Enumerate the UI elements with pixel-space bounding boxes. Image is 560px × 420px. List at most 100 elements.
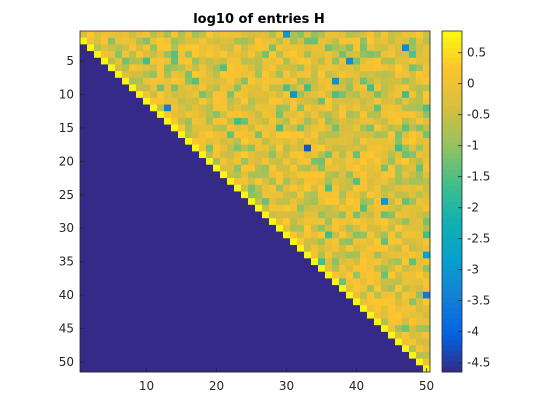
heatmap-cell [381, 345, 389, 353]
heatmap-cell [248, 144, 256, 152]
heatmap-cell [297, 231, 305, 239]
heatmap-cell [388, 224, 396, 232]
heatmap-cell [248, 218, 256, 226]
heatmap-cell [297, 111, 305, 119]
heatmap-cell [402, 298, 410, 306]
heatmap-cell [395, 144, 403, 152]
heatmap-cell [101, 184, 109, 192]
heatmap-cell [374, 131, 382, 139]
y-tick-label: 40 [59, 288, 74, 302]
heatmap-cell [80, 51, 88, 59]
heatmap-cell [290, 325, 298, 333]
heatmap-cell [108, 318, 116, 326]
heatmap-cell [423, 271, 431, 279]
heatmap-cell [213, 238, 221, 246]
heatmap-cell [353, 111, 361, 119]
heatmap-cell [255, 137, 263, 146]
heatmap-cell [115, 91, 123, 99]
heatmap-cell [220, 71, 228, 79]
heatmap-cell [255, 285, 263, 293]
heatmap-cell [416, 131, 424, 139]
colorbar-segment [442, 313, 462, 320]
heatmap-cell [129, 144, 137, 152]
heatmap-cell [213, 318, 221, 326]
heatmap-cell [388, 97, 396, 105]
heatmap-cell [423, 171, 431, 179]
heatmap-cell [325, 97, 333, 105]
heatmap-cell [402, 258, 410, 266]
heatmap-cell [360, 97, 368, 105]
heatmap-cell [185, 158, 193, 166]
heatmap-cell [402, 117, 410, 126]
heatmap-cell [213, 291, 221, 299]
heatmap-cell [283, 131, 291, 139]
heatmap-cell [220, 57, 228, 65]
heatmap-cell [101, 305, 109, 313]
heatmap-cell [108, 278, 116, 286]
heatmap-cell [213, 104, 221, 112]
heatmap-cell [367, 71, 375, 79]
heatmap-cell [255, 224, 263, 232]
heatmap-cell [234, 351, 242, 360]
heatmap-cell [402, 191, 410, 199]
heatmap-cell [360, 231, 368, 239]
heatmap-cell [227, 57, 235, 65]
heatmap-cell [332, 137, 340, 146]
heatmap-cell [248, 158, 256, 166]
heatmap-cell [143, 57, 151, 65]
heatmap-cell [143, 271, 151, 279]
heatmap-cell [206, 204, 214, 212]
heatmap-cell [157, 305, 165, 313]
heatmap-cell [164, 178, 172, 186]
heatmap-cell [423, 151, 431, 159]
heatmap-cell [402, 204, 410, 212]
heatmap-cell [290, 164, 298, 172]
heatmap-cell [409, 325, 417, 333]
heatmap-cell [325, 178, 333, 186]
heatmap-cell [269, 171, 277, 179]
heatmap-cell [255, 271, 263, 279]
heatmap-cell [241, 238, 249, 246]
heatmap-cell [297, 278, 305, 286]
heatmap-cell [381, 211, 389, 219]
heatmap-cell [157, 278, 165, 286]
colorbar-segment [442, 180, 462, 187]
heatmap-cell [318, 64, 326, 72]
heatmap-cell [136, 331, 144, 339]
heatmap-cell [388, 331, 396, 339]
heatmap-cell [220, 265, 228, 273]
heatmap-cell [360, 311, 368, 319]
heatmap-cell [402, 97, 410, 105]
heatmap-cell [234, 77, 242, 85]
colorbar-segment [442, 78, 462, 85]
heatmap-cell [339, 137, 347, 146]
heatmap-cell [241, 198, 249, 206]
heatmap-cell [220, 271, 228, 279]
heatmap-cell [248, 31, 256, 39]
heatmap-cell [129, 231, 137, 239]
heatmap-cell [367, 31, 375, 39]
heatmap-cell [150, 84, 158, 92]
heatmap-cell [416, 351, 424, 360]
heatmap-cell [178, 97, 186, 105]
heatmap-cell [150, 191, 158, 199]
heatmap-cell [311, 278, 319, 286]
heatmap-cell [255, 184, 263, 192]
heatmap-cell [290, 77, 298, 85]
heatmap-cell [192, 64, 200, 72]
heatmap-cell [206, 331, 214, 339]
heatmap-cell [136, 244, 144, 253]
heatmap-cell [283, 184, 291, 192]
heatmap-cell [360, 365, 368, 373]
heatmap-cell [346, 64, 354, 72]
heatmap-cell [332, 211, 340, 219]
heatmap-cell [339, 51, 347, 59]
heatmap-cell [290, 171, 298, 179]
heatmap-cell [311, 77, 319, 85]
heatmap-cell [423, 111, 431, 119]
heatmap-cell [178, 77, 186, 85]
heatmap-cell [115, 278, 123, 286]
heatmap-cell [332, 124, 340, 132]
heatmap-cell [87, 198, 95, 206]
heatmap-cell [290, 224, 298, 232]
